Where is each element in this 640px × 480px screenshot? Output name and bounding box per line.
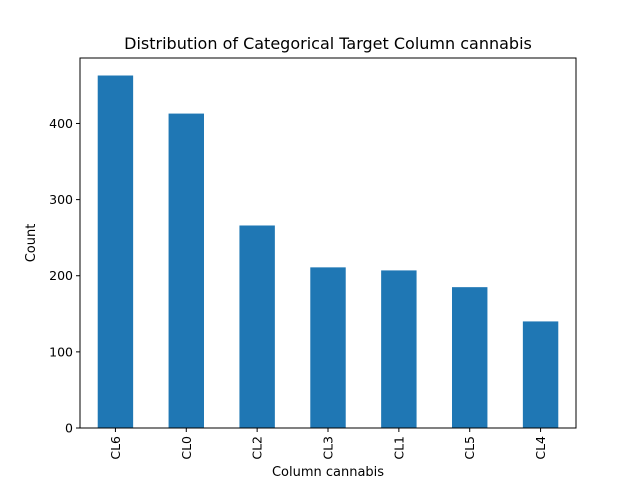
y-axis-ticks: 0 100 200 300 400 — [49, 116, 80, 436]
x-tick-label: CL2 — [250, 436, 265, 460]
bar-cl4 — [522, 321, 559, 428]
y-tick-label: 100 — [49, 344, 73, 359]
y-tick-label: 300 — [49, 192, 73, 207]
x-axis-ticks: CL6 CL0 CL2 CL3 CL1 CL5 CL4 — [108, 428, 548, 460]
bar-cl3 — [310, 267, 346, 428]
x-tick-label: CL0 — [179, 436, 194, 460]
y-axis-label: Count — [24, 224, 39, 263]
bar-cl2 — [239, 225, 275, 428]
bars-group — [97, 75, 559, 428]
y-tick-label: 0 — [65, 421, 73, 436]
x-tick-label: CL5 — [462, 436, 477, 460]
x-tick-label: CL4 — [533, 436, 548, 460]
bar-cl0 — [168, 113, 204, 428]
x-tick-label: CL6 — [108, 436, 123, 460]
chart-title: Distribution of Categorical Target Colum… — [124, 34, 532, 53]
x-tick-label: CL1 — [391, 436, 406, 460]
y-tick-label: 200 — [49, 268, 73, 283]
x-axis-label: Column cannabis — [272, 465, 384, 480]
axes-frame — [79, 57, 577, 429]
bar-cl1 — [381, 270, 417, 428]
bar-cl5 — [452, 287, 488, 428]
y-tick-label: 400 — [49, 116, 73, 131]
x-tick-label: CL3 — [321, 436, 336, 460]
bar-cl6 — [97, 75, 134, 428]
